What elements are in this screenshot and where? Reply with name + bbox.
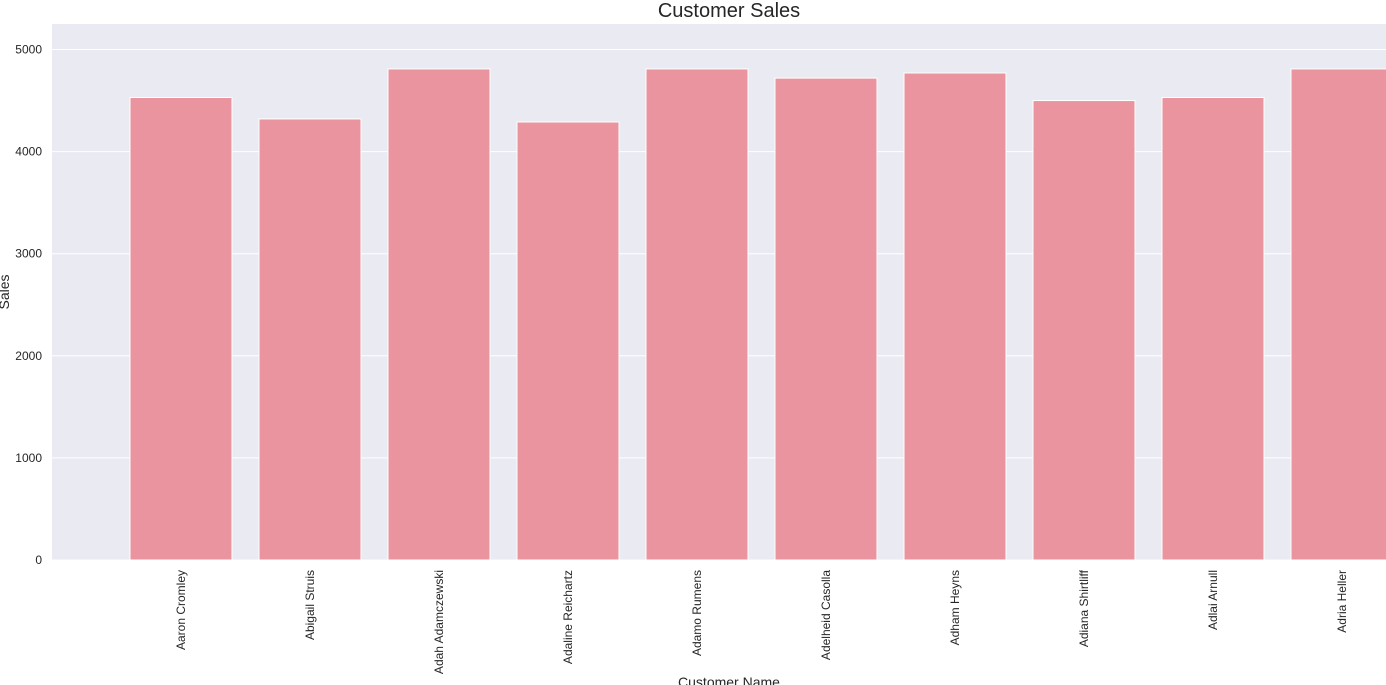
y-tick-label: 4000: [15, 145, 42, 159]
y-tick-label: 0: [35, 553, 42, 567]
y-axis-label: Sales: [0, 274, 12, 309]
x-tick-label: Adaline Reichartz: [561, 570, 575, 664]
bar: [645, 68, 749, 561]
bar: [1161, 97, 1265, 561]
y-axis-ticks: 0 1000 2000 3000 4000 5000: [15, 43, 42, 567]
bar: [516, 121, 620, 561]
bar: [1032, 100, 1136, 561]
x-tick-label: Adelheid Casolla: [819, 570, 833, 660]
bar: [387, 68, 491, 561]
bar: [903, 72, 1007, 561]
bar: [129, 97, 233, 561]
x-tick-label: Adah Adamczewski: [432, 570, 446, 674]
x-axis-label: Customer Name: [678, 674, 780, 685]
x-tick-label: Adamo Rumens: [690, 570, 704, 656]
x-tick-label: Adham Heyns: [948, 570, 962, 645]
bar: [1290, 68, 1386, 561]
y-tick-label: 3000: [15, 247, 42, 261]
y-tick-label: 1000: [15, 451, 42, 465]
x-tick-label: Adlai Arnull: [1206, 570, 1220, 630]
x-tick-label: Adiana Shirtliff: [1077, 569, 1091, 647]
y-tick-label: 2000: [15, 349, 42, 363]
bar: [774, 77, 878, 561]
bar: [258, 118, 362, 561]
bars: [129, 68, 1386, 561]
x-axis-ticks: Aaron Cromley Abigail Struis Adah Adamczew…: [174, 569, 1349, 674]
x-tick-label: Aaron Cromley: [174, 570, 188, 650]
chart-title: Customer Sales: [658, 0, 800, 22]
x-tick-label: Abigail Struis: [303, 570, 317, 640]
y-tick-label: 5000: [15, 43, 42, 57]
x-tick-label: Adria Heller: [1335, 570, 1349, 633]
